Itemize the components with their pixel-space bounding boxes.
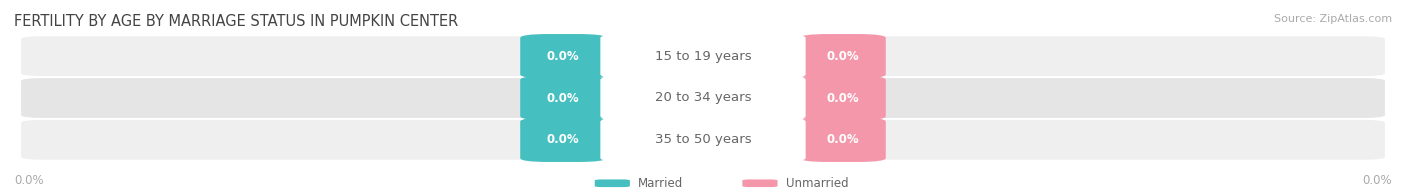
- Text: Unmarried: Unmarried: [786, 177, 849, 190]
- FancyBboxPatch shape: [600, 118, 806, 162]
- FancyBboxPatch shape: [800, 76, 886, 120]
- Text: 35 to 50 years: 35 to 50 years: [655, 133, 751, 146]
- FancyBboxPatch shape: [520, 34, 606, 78]
- FancyBboxPatch shape: [600, 34, 806, 78]
- Text: 0.0%: 0.0%: [827, 133, 859, 146]
- Text: Source: ZipAtlas.com: Source: ZipAtlas.com: [1274, 14, 1392, 24]
- Text: 0.0%: 0.0%: [547, 92, 579, 104]
- Text: Married: Married: [638, 177, 683, 190]
- FancyBboxPatch shape: [600, 76, 806, 120]
- FancyBboxPatch shape: [21, 36, 1385, 76]
- Text: 0.0%: 0.0%: [827, 50, 859, 63]
- FancyBboxPatch shape: [800, 118, 886, 162]
- Text: 0.0%: 0.0%: [827, 92, 859, 104]
- Text: 0.0%: 0.0%: [14, 174, 44, 187]
- Text: 0.0%: 0.0%: [547, 133, 579, 146]
- FancyBboxPatch shape: [520, 76, 606, 120]
- FancyBboxPatch shape: [520, 118, 606, 162]
- FancyBboxPatch shape: [800, 34, 886, 78]
- Text: FERTILITY BY AGE BY MARRIAGE STATUS IN PUMPKIN CENTER: FERTILITY BY AGE BY MARRIAGE STATUS IN P…: [14, 14, 458, 29]
- FancyBboxPatch shape: [21, 78, 1385, 118]
- Text: 0.0%: 0.0%: [1362, 174, 1392, 187]
- Text: 0.0%: 0.0%: [547, 50, 579, 63]
- FancyBboxPatch shape: [21, 120, 1385, 160]
- FancyBboxPatch shape: [742, 180, 778, 187]
- FancyBboxPatch shape: [595, 180, 630, 187]
- Text: 15 to 19 years: 15 to 19 years: [655, 50, 751, 63]
- Text: 20 to 34 years: 20 to 34 years: [655, 92, 751, 104]
